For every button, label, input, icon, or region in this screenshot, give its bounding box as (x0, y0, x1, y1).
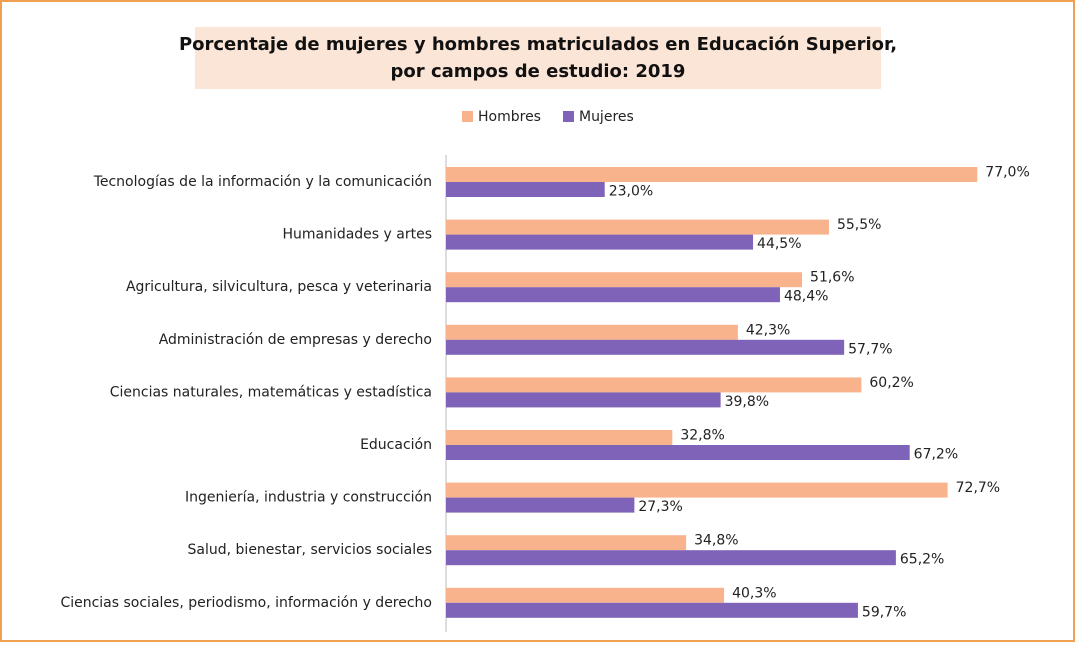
bar (446, 339, 845, 355)
data-label: 65,2% (900, 552, 944, 568)
bar (446, 602, 858, 618)
y-tick-label: Educación (360, 437, 432, 453)
bar (446, 182, 605, 197)
data-label: 57,7% (848, 341, 892, 357)
y-tick-label: Tecnologías de la información y la comun… (93, 174, 432, 190)
legend-label: Mujeres (579, 109, 634, 125)
legend-label: Hombres (478, 109, 541, 125)
data-label: 40,3% (732, 585, 776, 601)
chart-title: Porcentaje de mujeres y hombres matricul… (179, 34, 897, 55)
data-label: 60,2% (869, 375, 913, 391)
data-label: 32,8% (680, 428, 724, 444)
data-label: 39,8% (725, 394, 769, 410)
data-label: 44,5% (757, 236, 801, 252)
bar (446, 497, 635, 513)
data-label: 59,7% (862, 604, 906, 620)
bar (446, 324, 738, 340)
bar (446, 392, 721, 408)
y-tick-label: Salud, bienestar, servicios sociales (188, 542, 432, 558)
bar (446, 234, 754, 250)
y-tick-label: Ciencias sociales, periodismo, informaci… (60, 595, 432, 611)
data-label: 67,2% (914, 447, 958, 463)
bar (446, 219, 829, 235)
data-label: 72,7% (956, 480, 1000, 496)
bar (446, 587, 725, 603)
y-tick-label: Ingeniería, industria y construcción (185, 490, 432, 506)
y-tick-label: Agricultura, silvicultura, pesca y veter… (126, 279, 432, 295)
data-label: 55,5% (837, 217, 881, 233)
y-tick-label: Ciencias naturales, matemáticas y estadí… (110, 384, 432, 400)
bar (446, 377, 862, 393)
data-label: 23,0% (609, 184, 653, 200)
data-label: 27,3% (638, 499, 682, 515)
legend-swatch (462, 111, 473, 122)
data-label: 48,4% (784, 289, 828, 305)
bar (446, 167, 978, 182)
data-label: 34,8% (694, 533, 738, 549)
data-label: 51,6% (810, 270, 854, 286)
bar (446, 287, 780, 303)
bar (446, 482, 948, 498)
y-tick-label: Administración de empresas y derecho (159, 332, 432, 348)
bar (446, 550, 896, 566)
data-label: 42,3% (746, 322, 790, 338)
legend-swatch (562, 111, 574, 122)
chart-title: por campos de estudio: 2019 (391, 61, 686, 82)
bar (446, 535, 687, 551)
bar (446, 430, 673, 445)
bar (446, 272, 803, 288)
bar (446, 445, 910, 460)
y-tick-label: Humanidades y artes (282, 227, 432, 243)
data-label: 77,0% (985, 165, 1029, 181)
title-box (195, 27, 881, 89)
